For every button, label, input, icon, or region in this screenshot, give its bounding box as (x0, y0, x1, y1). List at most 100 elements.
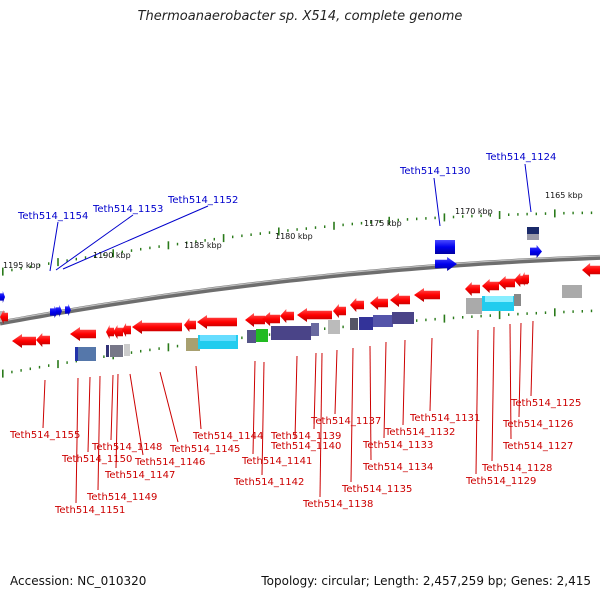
accession-text: Accession: NC_010320 (10, 574, 147, 588)
kbp-tick (241, 234, 243, 238)
kbp-tick (140, 247, 142, 251)
kbp-tick (416, 217, 418, 221)
reverse-gene-leader-line (429, 337, 433, 412)
forward-gene-leader-line (62, 205, 209, 270)
reverse-gene-arrow (262, 312, 280, 326)
kbp-tick (517, 213, 519, 216)
kbp-tick (66, 361, 68, 364)
kbp-tick (498, 311, 501, 320)
kbp-tick (554, 308, 556, 317)
gene-domain-box (328, 320, 340, 334)
kbp-tick (38, 263, 41, 267)
reverse-gene-arrow (297, 308, 332, 322)
reverse-gene-leader-line (252, 360, 256, 455)
kbp-tick (195, 240, 197, 243)
reverse-gene-leader-line (383, 341, 387, 439)
reverse-gene-leader-line (402, 339, 406, 426)
reverse-gene-leader-line (475, 329, 479, 475)
reverse-gene-leader-line (75, 377, 79, 504)
kbp-tick (535, 212, 537, 216)
kbp-tick (572, 310, 574, 313)
kbp-tick (11, 268, 13, 272)
reverse-gene-arrow (184, 318, 196, 332)
gene-domain-box (186, 338, 200, 351)
reverse-gene-label: Teth514_1129 (465, 476, 536, 487)
kbp-tick-label: 1170 kbp (455, 207, 493, 216)
kbp-tick (29, 265, 31, 269)
kbp-tick (590, 211, 593, 215)
kbp-tick (167, 343, 170, 352)
genome-summary-text: Topology: circular; Length: 2,457,259 bp… (261, 574, 591, 588)
kbp-tick (11, 370, 13, 374)
kbp-tick (489, 214, 491, 217)
reverse-gene-leader-line (195, 365, 202, 430)
gene-domain-box (200, 335, 236, 341)
reverse-gene-arrow (113, 325, 123, 339)
kbp-tick (149, 348, 151, 352)
kbp-tick (241, 336, 243, 340)
kbp-tick (581, 211, 583, 215)
kbp-tick (305, 227, 307, 230)
forward-gene-label: Teth514_1153 (92, 204, 163, 215)
reverse-gene-arrow (197, 315, 237, 329)
kbp-tick (480, 214, 482, 218)
kbp-tick (370, 221, 372, 224)
kbp-tick (425, 217, 427, 220)
kbp-tick (333, 221, 335, 230)
reverse-gene-label: Teth514_1140 (270, 441, 341, 452)
reverse-gene-leader-line (159, 371, 179, 443)
kbp-tick (20, 267, 22, 270)
kbp-tick (75, 359, 77, 363)
gene-domain-box (311, 323, 319, 336)
reverse-gene-leader-line (110, 374, 114, 441)
gene-domain-box (271, 326, 311, 340)
kbp-tick (452, 316, 455, 320)
kbp-tick (167, 241, 170, 250)
kbp-tick (324, 327, 326, 330)
reverse-gene-leader-line (42, 379, 46, 429)
kbp-tick-label: 1180 kbp (275, 232, 313, 241)
kbp-tick-label: 1195 kbp (3, 261, 41, 270)
kbp-tick (480, 314, 482, 318)
kbp-tick (213, 237, 215, 241)
gene-domain-box (75, 347, 78, 361)
gene-domain-box (373, 315, 393, 327)
kbp-tick (29, 367, 31, 371)
forward-gene-leader-line (433, 177, 441, 227)
kbp-tick (2, 369, 4, 378)
forward-gene-arrow (0, 291, 5, 303)
kbp-tick (287, 229, 289, 232)
kbp-tick (57, 360, 59, 369)
reverse-gene-arrow (245, 313, 265, 327)
kbp-tick (38, 365, 41, 369)
forward-gene-arrow (435, 257, 457, 271)
reverse-gene-label: Teth514_1127 (502, 441, 573, 452)
reverse-gene-label: Teth514_1126 (502, 419, 573, 430)
gene-domain-box (256, 329, 268, 342)
kbp-tick (158, 347, 160, 350)
kbp-tick (443, 314, 446, 323)
gene-domain-box (110, 345, 123, 357)
map-title: Thermoanaerobacter sp. X514, complete ge… (137, 9, 463, 24)
reverse-gene-arrow (122, 323, 131, 337)
kbp-tick (462, 215, 464, 218)
reverse-gene-label: Teth514_1155 (9, 430, 80, 441)
reverse-gene-label: Teth514_1142 (233, 477, 304, 488)
kbp-tick (452, 215, 455, 219)
forward-gene-label: Teth514_1124 (485, 152, 556, 163)
reverse-gene-label: Teth514_1138 (302, 499, 373, 510)
reverse-gene-arrow (132, 320, 182, 334)
kbp-tick (351, 222, 353, 226)
reverse-gene-leader-line (518, 322, 522, 418)
gene-domain-box (466, 298, 482, 314)
kbp-tick (554, 209, 556, 218)
kbp-tick (176, 242, 179, 246)
kbp-tick (250, 233, 252, 236)
forward-gene-domain (435, 240, 455, 254)
gene-domain-box (350, 318, 358, 330)
gene-domain-box (124, 344, 130, 356)
forward-gene-leader-line (55, 214, 134, 271)
kbp-tick (388, 216, 390, 225)
kbp-tick (508, 213, 510, 216)
